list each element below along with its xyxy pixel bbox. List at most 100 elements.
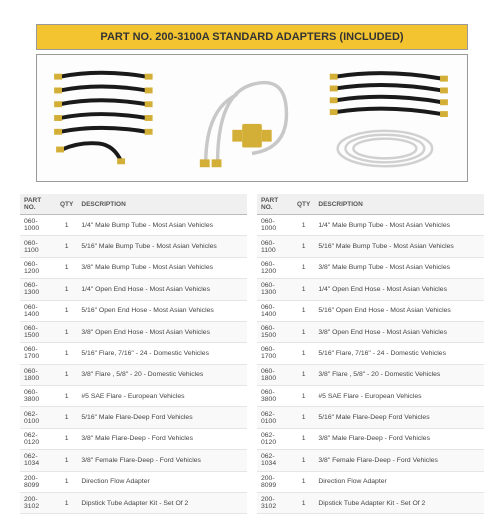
cell-qty: 1 <box>293 364 314 385</box>
cell-desc: 3/8" Male Bump Tube - Most Asian Vehicle… <box>77 257 247 278</box>
th-qty: QTY <box>293 194 314 215</box>
th-qty: QTY <box>56 194 77 215</box>
table-row: 062-012013/8" Male Flare-Deep - Ford Veh… <box>20 428 247 449</box>
cell-partno: 200-3102 <box>257 492 293 513</box>
cell-partno: 060-1500 <box>257 321 293 342</box>
product-figure <box>36 54 468 182</box>
cell-qty: 1 <box>56 300 77 321</box>
cell-desc: 3/8" Male Flare-Deep - Ford Vehicles <box>77 428 247 449</box>
cell-desc: 5/16" Flare, 7/16" - 24 - Domestic Vehic… <box>314 343 484 364</box>
cell-qty: 1 <box>293 321 314 342</box>
th-partno: PART NO. <box>257 194 293 215</box>
cell-qty: 1 <box>293 428 314 449</box>
th-partno: PART NO. <box>20 194 56 215</box>
cell-desc: 3/8" Flare , 5/8" - 20 - Domestic Vehicl… <box>314 364 484 385</box>
table-row: 062-010015/16" Male Flare-Deep Ford Vehi… <box>20 407 247 428</box>
table-row: 060-110015/16" Male Bump Tube - Most Asi… <box>257 236 484 257</box>
cell-qty: 1 <box>56 257 77 278</box>
cell-desc: 3/8" Open End Hose - Most Asian Vehicles <box>314 321 484 342</box>
cell-qty: 1 <box>293 407 314 428</box>
table-row: 060-38001#5 SAE Flare - European Vehicle… <box>20 386 247 407</box>
cell-qty: 1 <box>293 343 314 364</box>
cell-partno: 062-0100 <box>20 407 56 428</box>
cell-partno: 200-3102 <box>20 492 56 513</box>
table-row: 060-150013/8" Open End Hose - Most Asian… <box>20 321 247 342</box>
cell-partno: 060-1500 <box>20 321 56 342</box>
cell-qty: 1 <box>293 215 314 236</box>
cell-desc: 1/4" Male Bump Tube - Most Asian Vehicle… <box>314 215 484 236</box>
table-row: 060-100011/4" Male Bump Tube - Most Asia… <box>257 215 484 236</box>
table-row: 060-100011/4" Male Bump Tube - Most Asia… <box>20 215 247 236</box>
table-row: 200-31021Dipstick Tube Adapter Kit - Set… <box>257 492 484 513</box>
th-desc: DESCRIPTION <box>314 194 484 215</box>
cell-desc: 3/8" Male Flare-Deep - Ford Vehicles <box>314 428 484 449</box>
cell-qty: 1 <box>56 386 77 407</box>
cell-qty: 1 <box>293 471 314 492</box>
cell-qty: 1 <box>293 257 314 278</box>
cell-desc: 1/4" Open End Hose - Most Asian Vehicles <box>314 279 484 300</box>
cell-partno: 060-1100 <box>20 236 56 257</box>
banner-title: PART NO. 200-3100A STANDARD ADAPTERS (IN… <box>36 24 468 50</box>
cell-qty: 1 <box>56 428 77 449</box>
cell-desc: 3/8" Male Bump Tube - Most Asian Vehicle… <box>314 257 484 278</box>
cell-partno: 060-1800 <box>257 364 293 385</box>
cell-qty: 1 <box>56 236 77 257</box>
table-row: 060-130011/4" Open End Hose - Most Asian… <box>20 279 247 300</box>
cell-desc: 5/16" Male Flare-Deep Ford Vehicles <box>77 407 247 428</box>
table-row: 060-110015/16" Male Bump Tube - Most Asi… <box>20 236 247 257</box>
table-row: 062-012013/8" Male Flare-Deep - Ford Veh… <box>257 428 484 449</box>
cell-desc: Direction Flow Adapter <box>77 471 247 492</box>
cell-qty: 1 <box>293 279 314 300</box>
cell-qty: 1 <box>56 492 77 513</box>
cell-desc: 3/8" Female Flare-Deep - Ford Vehicles <box>77 450 247 471</box>
cell-qty: 1 <box>56 321 77 342</box>
cell-qty: 1 <box>293 300 314 321</box>
cell-qty: 1 <box>293 236 314 257</box>
cell-partno: 200-8099 <box>20 471 56 492</box>
cell-partno: 060-1200 <box>257 257 293 278</box>
cell-qty: 1 <box>56 279 77 300</box>
table-row: 060-180013/8" Flare , 5/8" - 20 - Domest… <box>20 364 247 385</box>
cell-desc: Direction Flow Adapter <box>314 471 484 492</box>
parts-table-right: PART NO. QTY DESCRIPTION 060-100011/4" M… <box>257 194 484 514</box>
cell-partno: 062-0100 <box>257 407 293 428</box>
cell-partno: 062-1034 <box>20 450 56 471</box>
cell-partno: 200-8099 <box>257 471 293 492</box>
cell-desc: 3/8" Flare , 5/8" - 20 - Domestic Vehicl… <box>77 364 247 385</box>
th-desc: DESCRIPTION <box>77 194 247 215</box>
cell-desc: #5 SAE Flare - European Vehicles <box>314 386 484 407</box>
cell-desc: 5/16" Open End Hose - Most Asian Vehicle… <box>77 300 247 321</box>
cell-partno: 060-1300 <box>20 279 56 300</box>
cell-qty: 1 <box>293 492 314 513</box>
table-row: 060-170015/16" Flare, 7/16" - 24 - Domes… <box>257 343 484 364</box>
cell-partno: 060-1700 <box>257 343 293 364</box>
cell-desc: 3/8" Open End Hose - Most Asian Vehicles <box>77 321 247 342</box>
cell-partno: 062-0120 <box>20 428 56 449</box>
table-row: 060-170015/16" Flare, 7/16" - 24 - Domes… <box>20 343 247 364</box>
cell-partno: 062-0120 <box>257 428 293 449</box>
cell-partno: 060-1000 <box>257 215 293 236</box>
cell-partno: 060-1000 <box>20 215 56 236</box>
cell-qty: 1 <box>56 343 77 364</box>
cell-desc: Dipstick Tube Adapter Kit - Set Of 2 <box>77 492 247 513</box>
table-row: 200-80991Direction Flow Adapter <box>257 471 484 492</box>
cell-partno: 060-1200 <box>20 257 56 278</box>
table-row: 060-150013/8" Open End Hose - Most Asian… <box>257 321 484 342</box>
table-row: 060-120013/8" Male Bump Tube - Most Asia… <box>20 257 247 278</box>
cell-desc: 1/4" Male Bump Tube - Most Asian Vehicle… <box>77 215 247 236</box>
cell-partno: 060-1300 <box>257 279 293 300</box>
table-row: 060-140015/16" Open End Hose - Most Asia… <box>257 300 484 321</box>
cell-desc: #5 SAE Flare - European Vehicles <box>77 386 247 407</box>
cell-qty: 1 <box>56 364 77 385</box>
cell-qty: 1 <box>56 215 77 236</box>
cell-partno: 060-1400 <box>20 300 56 321</box>
tables-container: PART NO. QTY DESCRIPTION 060-100011/4" M… <box>18 194 486 514</box>
parts-table-left: PART NO. QTY DESCRIPTION 060-100011/4" M… <box>20 194 247 514</box>
table-row: 200-31021Dipstick Tube Adapter Kit - Set… <box>20 492 247 513</box>
cell-qty: 1 <box>56 471 77 492</box>
cell-desc: 5/16" Flare, 7/16" - 24 - Domestic Vehic… <box>77 343 247 364</box>
cell-desc: 1/4" Open End Hose - Most Asian Vehicles <box>77 279 247 300</box>
table-row: 062-103413/8" Female Flare-Deep - Ford V… <box>20 450 247 471</box>
table-row: 060-120013/8" Male Bump Tube - Most Asia… <box>257 257 484 278</box>
cell-desc: 5/16" Open End Hose - Most Asian Vehicle… <box>314 300 484 321</box>
